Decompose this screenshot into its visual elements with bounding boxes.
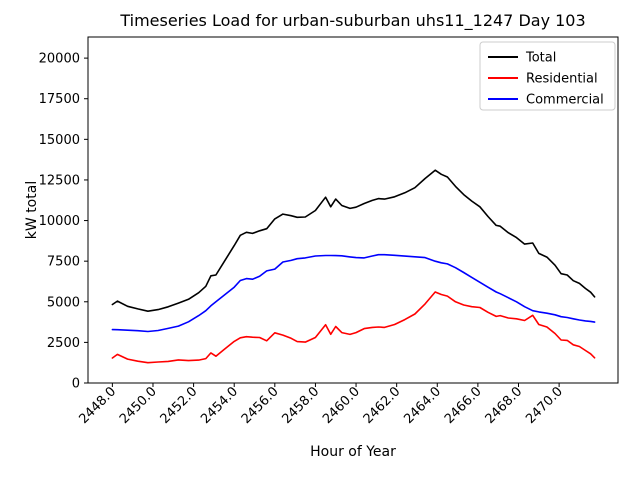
x-tick-label: 2464.0: [401, 384, 444, 427]
legend: Total Residential Commercial: [479, 41, 616, 111]
x-tick-label: 2458.0: [279, 384, 322, 427]
y-axis-label: kW total: [24, 181, 40, 239]
x-tick-label: 2450.0: [117, 384, 160, 427]
x-tick-label: 2456.0: [239, 384, 282, 427]
legend-label: Total: [525, 51, 556, 66]
y-tick-label: 10000: [39, 214, 80, 229]
x-tick-label: 2454.0: [198, 384, 241, 427]
x-tick-label: 2470.0: [523, 384, 566, 427]
chart-title: Timeseries Load for urban-suburban uhs11…: [119, 11, 585, 31]
y-axis-ticks: 0 2500 5000 7500 10000 12500 15000 17500 20000: [39, 52, 88, 392]
axes-frame: [87, 36, 619, 384]
y-tick-label: 12500: [39, 173, 80, 188]
y-tick-label: 15000: [39, 133, 80, 148]
legend-label: Commercial: [526, 93, 604, 108]
plot-lines: [111, 169, 596, 364]
y-tick-label: 20000: [39, 52, 80, 67]
y-tick-label: 0: [72, 377, 80, 392]
x-axis-ticks: 2448.02450.02452.02454.02456.02458.02460…: [76, 383, 566, 427]
series-line-commercial: [111, 253, 596, 333]
y-tick-label: 7500: [47, 255, 80, 270]
legend-label: Residential: [526, 72, 598, 87]
legend-box: [479, 41, 616, 111]
x-tick-label: 2452.0: [158, 384, 201, 427]
x-tick-label: 2468.0: [483, 384, 526, 427]
x-tick-label: 2462.0: [361, 384, 404, 427]
series-line-total: [111, 169, 596, 313]
y-tick-label: 17500: [39, 92, 80, 107]
x-axis-label: Hour of Year: [310, 444, 396, 460]
series-line-residential: [111, 291, 596, 364]
x-tick-label: 2460.0: [320, 384, 363, 427]
x-tick-label: 2448.0: [76, 384, 119, 427]
y-tick-label: 5000: [47, 295, 80, 310]
x-tick-label: 2466.0: [442, 384, 485, 427]
y-tick-label: 2500: [47, 336, 80, 351]
